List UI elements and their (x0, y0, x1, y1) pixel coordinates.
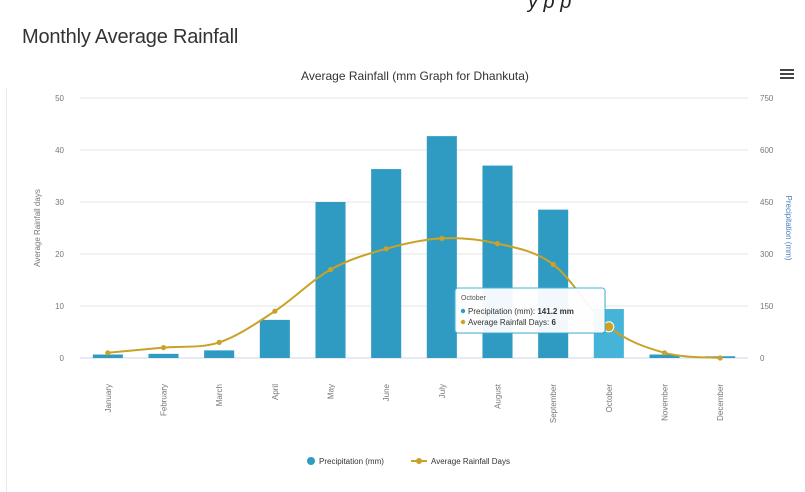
tooltip-box (454, 287, 606, 334)
cropped-header-fragment: y p p (528, 0, 572, 13)
rainfall-days-point (661, 350, 668, 356)
left-axis-tick-label: 20 (55, 250, 64, 259)
left-axis-tick-label: 30 (55, 198, 64, 207)
precipitation-bar (538, 209, 569, 358)
rainfall-days-point (550, 261, 556, 267)
category-label: July (438, 384, 447, 398)
rainfall-days-point (327, 267, 334, 273)
legend-precipitation-marker (307, 457, 315, 465)
category-label: May (327, 384, 336, 399)
left-axis-tick-label: 10 (55, 302, 64, 311)
rainfall-days-point (439, 235, 445, 241)
category-label: November (661, 384, 670, 421)
category-label: December (716, 384, 725, 421)
category-label: August (494, 383, 503, 409)
page-title: Monthly Average Rainfall (22, 26, 239, 48)
rainfall-days-point (494, 241, 501, 247)
right-axis-tick-label: 450 (760, 198, 774, 207)
category-label: September (549, 384, 558, 423)
rainfall-days-point (160, 345, 167, 351)
tooltip-days-line: Average Rainfall Days: 6 (468, 318, 556, 327)
left-axis-title: Average Rainfall days (33, 189, 42, 267)
tooltip-precipitation-line: Precipitation (mm): 141.2 mm (468, 307, 574, 316)
chart-title: Average Rainfall (mm Graph for Dhankuta) (301, 69, 529, 83)
precipitation-bar (148, 353, 179, 358)
right-axis-tick-label: 300 (760, 250, 774, 259)
hamburger-menu-icon[interactable] (780, 69, 794, 81)
rainfall-days-point (383, 246, 389, 252)
rainfall-days-point (105, 350, 111, 356)
left-axis-tick-label: 0 (60, 354, 65, 363)
legend-days-label: Average Rainfall Days (431, 457, 510, 466)
tooltip-header: October (461, 295, 487, 302)
rainfall-days-point (272, 308, 278, 314)
category-label: January (104, 384, 113, 412)
precipitation-bar (649, 354, 680, 358)
rainfall-days-line (107, 237, 721, 359)
right-axis-tick-label: 750 (760, 94, 774, 103)
left-divider (6, 88, 7, 492)
rainfall-days-point (216, 339, 222, 345)
precipitation-bar (315, 202, 346, 358)
category-label: October (605, 384, 614, 413)
precipitation-bar (92, 354, 123, 358)
category-label: March (215, 384, 224, 406)
legend-days-marker (416, 458, 422, 464)
right-axis-tick-label: 0 (760, 354, 765, 363)
right-axis-title: Precipitation (mm) (784, 196, 793, 261)
left-axis-tick-label: 50 (55, 94, 64, 103)
precipitation-bar (259, 319, 290, 358)
tooltip-days-marker (460, 319, 466, 325)
right-axis-tick-label: 150 (760, 302, 774, 311)
category-label: June (382, 383, 391, 401)
precipitation-bar (371, 169, 402, 358)
precipitation-bar (426, 136, 457, 358)
precipitation-bar (204, 350, 235, 358)
left-axis-tick-label: 40 (55, 146, 64, 155)
category-label: February (160, 384, 169, 416)
right-axis-tick-label: 600 (760, 146, 774, 155)
tooltip-precip-marker (460, 308, 466, 314)
legend-precipitation-label: Precipitation (mm) (319, 457, 384, 466)
category-label: April (271, 384, 280, 400)
rainfall-days-point (717, 355, 723, 361)
